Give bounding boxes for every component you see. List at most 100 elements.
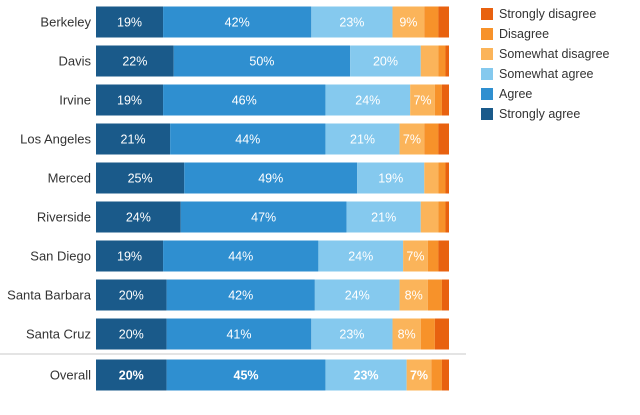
bar-segment-agree: [166, 359, 326, 391]
bar-segment-somewhat-agree: [314, 279, 400, 311]
category-label: Los Angeles: [20, 132, 91, 147]
bar-segment-somewhat-disagree: [420, 45, 439, 77]
bar-segment-somewhat-disagree: [392, 318, 421, 350]
bar-segment-somewhat-agree: [325, 84, 411, 116]
bar-segment-strongly-disagree: [438, 240, 449, 272]
data-label: 19%: [117, 250, 142, 264]
legend-swatch: [481, 108, 493, 120]
legend-swatch: [481, 28, 493, 40]
bar-row-berkeley: Berkeley 19% 42% 23% 9%: [40, 6, 449, 38]
bar-segment-disagree: [438, 201, 446, 233]
bar-segment-somewhat-agree: [318, 240, 404, 272]
category-label: Merced: [48, 171, 91, 186]
bar-segment-agree: [184, 162, 358, 194]
legend-swatch: [481, 68, 493, 80]
bar-segment-agree: [173, 45, 351, 77]
bar-segment-strongly-disagree: [441, 359, 449, 391]
bar-segment-strongly-disagree: [438, 6, 449, 38]
bar-segment-strongly-disagree: [434, 318, 449, 350]
data-label: 7%: [410, 369, 428, 383]
legend-label: Somewhat disagree: [499, 47, 610, 61]
data-label: 21%: [371, 211, 396, 225]
data-label: 19%: [378, 172, 403, 186]
bar-segment-agree: [163, 6, 312, 38]
bar-segment-somewhat-disagree: [392, 6, 425, 38]
category-label: Santa Cruz: [26, 327, 91, 342]
bar-segment-strongly-agree: [96, 279, 167, 311]
legend-item-agree[interactable]: Agree: [481, 84, 609, 104]
bar-segment-somewhat-disagree: [406, 359, 432, 391]
data-label: 20%: [373, 55, 398, 69]
legend: Strongly disagree Disagree Somewhat disagr…: [481, 4, 609, 124]
bar-segment-agree: [166, 318, 312, 350]
data-label: 24%: [345, 289, 370, 303]
data-label: 20%: [119, 289, 144, 303]
bar-segment-agree: [163, 240, 319, 272]
legend-label: Somewhat agree: [499, 67, 594, 81]
data-label: 47%: [251, 211, 276, 225]
bar-segment-strongly-agree: [96, 201, 181, 233]
bar-row-davis: Davis 22% 50% 20%: [58, 45, 449, 77]
bar-segment-somewhat-disagree: [399, 279, 428, 311]
bar-segment-disagree: [438, 162, 446, 194]
bar-segment-somewhat-agree: [311, 318, 393, 350]
data-label: 45%: [234, 369, 259, 383]
bar-segment-strongly-disagree: [441, 84, 449, 116]
category-label: Berkeley: [40, 15, 91, 30]
bar-segment-disagree: [420, 318, 435, 350]
category-label: Santa Barbara: [7, 288, 92, 303]
data-label: 46%: [232, 94, 257, 108]
bar-segment-strongly-agree: [96, 123, 171, 155]
data-label: 19%: [117, 16, 142, 30]
bar-segment-strongly-agree: [96, 318, 167, 350]
data-label: 7%: [406, 250, 424, 264]
bar-segment-somewhat-disagree: [420, 201, 439, 233]
bar-segment-strongly-disagree: [445, 162, 449, 194]
legend-swatch: [481, 88, 493, 100]
bar-segment-somewhat-agree: [325, 359, 407, 391]
data-label: 44%: [235, 133, 260, 147]
bar-row-merced: Merced 25% 49% 19%: [48, 162, 449, 194]
bar-segment-somewhat-agree: [311, 6, 393, 38]
data-label: 50%: [249, 55, 274, 69]
bar-segment-agree: [170, 123, 326, 155]
bar-segment-somewhat-disagree: [424, 162, 439, 194]
bar-segment-strongly-disagree: [438, 123, 449, 155]
bar-row-overall: Overall 20% 45% 23% 7%: [50, 359, 449, 391]
data-label: 24%: [348, 250, 373, 264]
data-label: 9%: [399, 16, 417, 30]
bar-segment-agree: [180, 201, 347, 233]
legend-label: Agree: [499, 87, 533, 101]
bar-row-san-diego: San Diego 19% 44% 24% 7%: [30, 240, 449, 272]
legend-item-strongly-agree[interactable]: Strongly agree: [481, 104, 609, 124]
bar-segment-somewhat-disagree: [403, 240, 428, 272]
legend-label: Strongly agree: [499, 107, 581, 121]
bar-segment-somewhat-agree: [325, 123, 400, 155]
bar-segment-somewhat-disagree: [410, 84, 435, 116]
data-label: 42%: [228, 289, 253, 303]
bar-row-santa-barbara: Santa Barbara 20% 42% 24% 8%: [7, 279, 449, 311]
data-label: 23%: [354, 369, 379, 383]
bar-segment-strongly-disagree: [445, 45, 449, 77]
data-label: 7%: [413, 94, 431, 108]
legend-item-somewhat-disagree[interactable]: Somewhat disagree: [481, 44, 609, 64]
legend-item-disagree[interactable]: Disagree: [481, 24, 609, 44]
legend-item-strongly-disagree[interactable]: Strongly disagree: [481, 4, 609, 24]
chart-rows: Berkeley 19% 42% 23% 9% Davis 22% 50% 20% Irvine 1…: [7, 6, 449, 391]
bar-segment-disagree: [424, 6, 439, 38]
data-label: 24%: [126, 211, 151, 225]
bar-row-riverside: Riverside 24% 47% 21%: [37, 201, 449, 233]
bar-row-irvine: Irvine 19% 46% 24% 7%: [59, 84, 449, 116]
category-label: Riverside: [37, 210, 91, 225]
data-label: 21%: [350, 133, 375, 147]
data-label: 20%: [119, 328, 144, 342]
bar-segment-strongly-agree: [96, 45, 174, 77]
data-label: 44%: [228, 250, 253, 264]
legend-item-somewhat-agree[interactable]: Somewhat agree: [481, 64, 609, 84]
bar-segment-disagree: [438, 45, 446, 77]
bar-segment-strongly-disagree: [445, 201, 449, 233]
data-label: 20%: [119, 369, 144, 383]
bar-segment-agree: [163, 84, 326, 116]
data-label: 8%: [398, 328, 416, 342]
bar-segment-disagree: [427, 279, 442, 311]
